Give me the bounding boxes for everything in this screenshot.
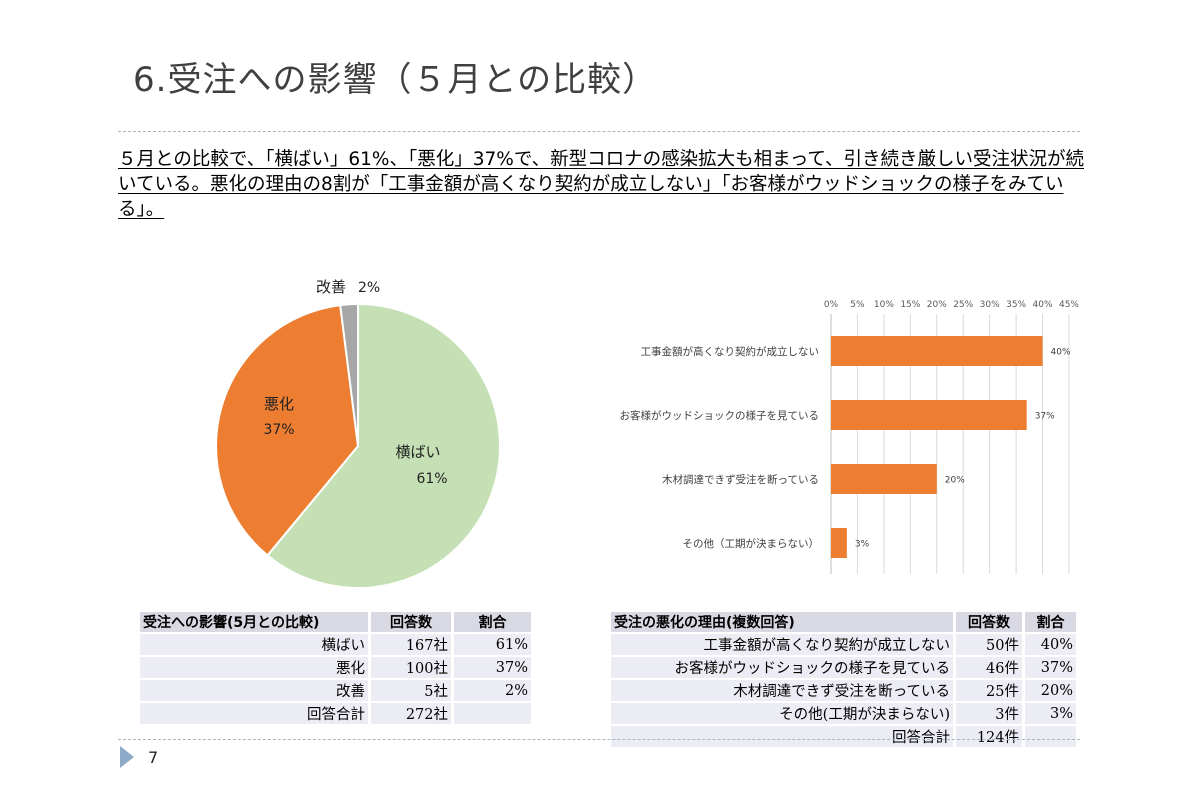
pie-slice	[266, 302, 501, 589]
table-row: 横ばい 167社 61%	[140, 634, 534, 657]
table-cell: 回答合計	[611, 726, 956, 749]
table-cell: 50件	[956, 634, 1025, 657]
table-cell: 61%	[454, 634, 534, 657]
table-cell: 3%	[1025, 703, 1079, 726]
table-cell: その他(工期が決まらない)	[611, 703, 956, 726]
table-cell: お客様がウッドショックの様子を見ている	[611, 657, 956, 680]
table-cell: 木材調達できず受注を断っている	[611, 680, 956, 703]
table-cell: 100社	[371, 657, 454, 680]
bar	[831, 464, 937, 494]
x-tick-label: 0%	[824, 300, 839, 310]
reason-table-header: 受注の悪化の理由(複数回答) 回答数 割合	[611, 612, 1079, 634]
summary-text-content: ５月との比較で、「横ばい」61%、「悪化」37%で、新型コロナの感染拡大も相まっ…	[118, 149, 1084, 220]
bar-category-label: 工事金額が高くなり契約が成立しない	[641, 345, 820, 358]
impact-table: 受注への影響(5月との比較) 回答数 割合 横ばい 167社 61% 悪化 10…	[140, 612, 534, 726]
impact-table-header-cell: 回答数	[371, 612, 454, 634]
table-cell: 2%	[454, 680, 534, 703]
x-tick-label: 35%	[1006, 300, 1026, 310]
impact-table-header-cell: 受注への影響(5月との比較)	[140, 612, 371, 634]
table-row: 工事金額が高くなり契約が成立しない 50件 40%	[611, 634, 1079, 657]
table-row: 悪化 100社 37%	[140, 657, 534, 680]
table-cell: 37%	[1025, 657, 1079, 680]
table-cell: 工事金額が高くなり契約が成立しない	[611, 634, 956, 657]
impact-table-header-cell: 割合	[454, 612, 534, 634]
pie-slice-value: 2%	[358, 280, 380, 296]
page-number: 7	[148, 748, 159, 767]
bar-value-label: 37%	[1035, 412, 1055, 422]
pie-labels: 横ばい 61% 悪化 37% 改善 2%	[263, 278, 447, 487]
table-row: 回答合計 124件	[611, 726, 1079, 749]
table-cell: 20%	[1025, 680, 1079, 703]
bar-value-label: 20%	[945, 476, 965, 486]
bar-category-label: 木材調達できず受注を断っている	[662, 473, 819, 486]
slide-title: 6.受注への影響（５月との比較）	[133, 60, 658, 100]
bar-value-label: 3%	[855, 540, 870, 550]
bar-category-label: その他（工期が決まらない）	[683, 537, 820, 550]
summary-text: ５月との比較で、「横ばい」61%、「悪化」37%で、新型コロナの感染拡大も相まっ…	[118, 147, 1088, 222]
pie-slice	[215, 304, 360, 557]
table-cell: 横ばい	[140, 634, 371, 657]
table-cell: 3件	[956, 703, 1025, 726]
table-cell: 37%	[454, 657, 534, 680]
reason-table-header-cell: 割合	[1025, 612, 1079, 634]
pie-slice-label: 改善	[316, 278, 346, 296]
x-tick-label: 20%	[927, 300, 947, 310]
x-tick-label: 15%	[900, 300, 920, 310]
pie-slice	[339, 302, 359, 447]
bar	[831, 336, 1043, 366]
bar-text: 0% 5% 10% 15% 20% 25% 30% 35% 40% 45% 40% 工事金額が高くなり…	[620, 300, 1080, 550]
bar	[831, 528, 847, 558]
pie-slice-label: 悪化	[264, 395, 294, 413]
x-tick-label: 10%	[874, 300, 894, 310]
table-row: お客様がウッドショックの様子を見ている 46件 37%	[611, 657, 1079, 680]
top-divider	[118, 131, 1080, 132]
table-cell	[1025, 726, 1079, 749]
table-cell	[454, 703, 534, 726]
bar-value-label: 40%	[1051, 348, 1071, 358]
x-tick-label: 45%	[1059, 300, 1079, 310]
impact-table-header: 受注への影響(5月との比較) 回答数 割合	[140, 612, 534, 634]
x-tick-label: 25%	[953, 300, 973, 310]
table-row: 改善 5社 2%	[140, 680, 534, 703]
pie-slice-label: 横ばい	[395, 443, 440, 461]
play-triangle-icon	[120, 746, 134, 768]
table-cell: 25件	[956, 680, 1025, 703]
reason-table-header-cell: 受注の悪化の理由(複数回答)	[611, 612, 956, 634]
table-cell: 272社	[371, 703, 454, 726]
pie-slices	[215, 302, 501, 589]
table-row: 回答合計 272社	[140, 703, 534, 726]
table-row: 木材調達できず受注を断っている 25件 20%	[611, 680, 1079, 703]
table-cell: 悪化	[140, 657, 371, 680]
bottom-divider	[118, 739, 1080, 740]
x-tick-label: 30%	[980, 300, 1000, 310]
table-cell: 5社	[371, 680, 454, 703]
table-cell: 124件	[956, 726, 1025, 749]
table-cell: 回答合計	[140, 703, 371, 726]
reason-table: 受注の悪化の理由(複数回答) 回答数 割合 工事金額が高くなり契約が成立しない …	[611, 612, 1079, 749]
reason-table-header-cell: 回答数	[956, 612, 1025, 634]
bar-bars	[831, 336, 1043, 558]
table-cell: 改善	[140, 680, 371, 703]
pie-slice-value: 37%	[263, 422, 294, 438]
table-cell: 167社	[371, 634, 454, 657]
bar-category-label: お客様がウッドショックの様子を見ている	[620, 409, 820, 422]
bar	[831, 400, 1027, 430]
x-tick-label: 40%	[1033, 300, 1053, 310]
table-cell: 40%	[1025, 634, 1079, 657]
pie-slice-value: 61%	[416, 471, 447, 487]
table-cell: 46件	[956, 657, 1025, 680]
table-row: その他(工期が決まらない) 3件 3%	[611, 703, 1079, 726]
x-tick-label: 5%	[850, 300, 865, 310]
